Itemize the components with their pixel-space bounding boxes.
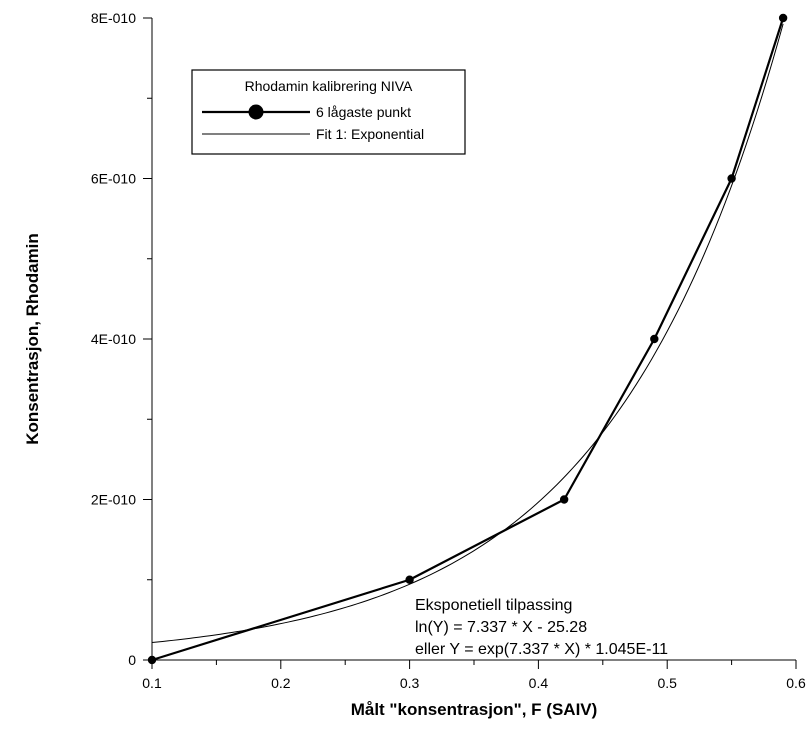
x-tick-label: 0.6: [786, 675, 806, 691]
ticks: 0 2E-010 4E-010 6E-010 8E-010 0.1 0.2 0.3 0.4 0.5…: [91, 10, 806, 691]
y-tick-label: 4E-010: [91, 331, 136, 347]
legend-entry-label: 6 lågaste punkt: [316, 104, 411, 120]
annotation-line: Eksponetiell tilpassing: [415, 597, 572, 614]
data-point: [778, 13, 788, 23]
legend-swatch-marker: [248, 104, 264, 120]
annotation-line: ln(Y) = 7.337 * X - 25.28: [415, 619, 587, 636]
legend-title: Rhodamin kalibrering NIVA: [245, 78, 413, 94]
x-axis-title: Målt "konsentrasjon", F (SAIV): [351, 700, 598, 719]
annotation-line: eller Y = exp(7.337 * X) * 1.045E-11: [415, 641, 668, 658]
x-tick-label: 0.3: [400, 675, 420, 691]
data-point: [147, 655, 157, 665]
y-tick-label: 8E-010: [91, 10, 136, 26]
fit-curve: [151, 23, 784, 644]
data-point: [405, 575, 414, 584]
legend-entry-label: Fit 1: Exponential: [316, 126, 424, 142]
y-tick-label: 6E-010: [91, 171, 136, 187]
legend: Rhodamin kalibrering NIVA 6 lågaste punkt…: [191, 69, 466, 155]
x-tick-label: 0.4: [529, 675, 549, 691]
series-layer: [147, 13, 788, 665]
y-axis-title: Konsentrasjon, Rhodamin: [23, 233, 42, 445]
x-tick-label: 0.2: [271, 675, 291, 691]
x-tick-label: 0.1: [142, 675, 162, 691]
y-tick-label: 2E-010: [91, 492, 136, 508]
data-series-line: [151, 17, 785, 662]
data-point: [559, 495, 569, 504]
x-tick-label: 0.5: [657, 675, 677, 691]
y-tick-label: 0: [128, 652, 136, 668]
annotation: Eksponetiell tilpassing ln(Y) = 7.337 * X…: [415, 597, 668, 658]
data-point: [650, 334, 659, 344]
